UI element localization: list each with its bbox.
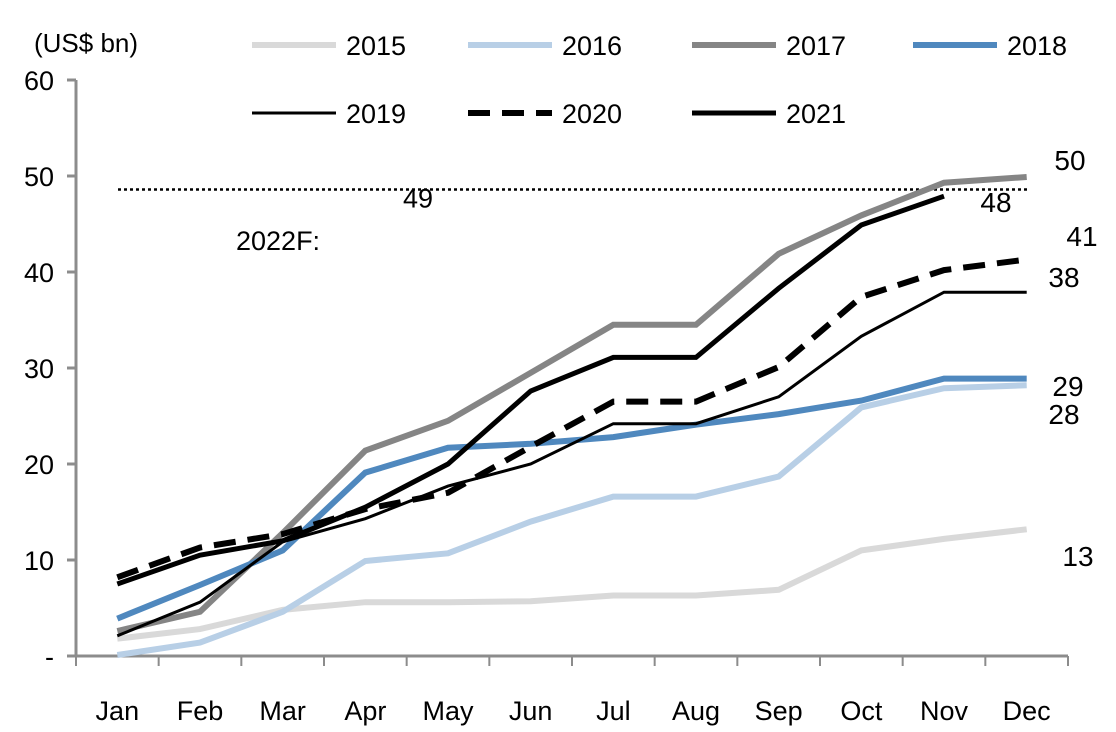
y-tick-label: 50 <box>24 162 54 192</box>
series-line-2019 <box>116 290 1027 638</box>
legend-item-2015: 2015 <box>252 31 406 61</box>
legend-label: 2015 <box>346 31 406 61</box>
series-line-2017 <box>116 174 1027 634</box>
y-unit-label: (US$ bn) <box>34 28 138 58</box>
end-label-2015: 13 <box>1062 541 1093 572</box>
x-tick-label-may: May <box>422 696 474 726</box>
end-label-2018: 29 <box>1052 371 1083 402</box>
legend-label: 2016 <box>562 31 622 61</box>
axes: - 10 20 30 40 50 60 Jan Feb Mar Apr May Jun Jul Aug Sep… <box>24 66 1069 726</box>
y-tick-label: 20 <box>24 450 54 480</box>
y-tick-label: 40 <box>24 258 54 288</box>
legend-label: 2020 <box>562 99 622 129</box>
reference-line-group: 49 2022F: <box>118 183 1030 256</box>
x-tick-label-apr: Apr <box>344 696 386 726</box>
y-tick-label: - <box>45 642 54 672</box>
x-tick-label-sep: Sep <box>755 696 803 726</box>
x-tick-label-nov: Nov <box>920 696 969 726</box>
legend-item-2018: 2018 <box>913 31 1067 61</box>
y-tick-label: 30 <box>24 354 54 384</box>
legend: 2015 2016 2017 2018 2019 2020 2021 <box>252 31 1067 129</box>
reference-line-value-label: 49 <box>403 183 433 213</box>
legend-item-2020: 2020 <box>468 99 622 129</box>
legend-item-2021: 2021 <box>692 99 846 129</box>
legend-item-2017: 2017 <box>692 31 846 61</box>
legend-item-2016: 2016 <box>468 31 622 61</box>
end-labels: 13 28 50 29 38 41 48 <box>980 145 1097 572</box>
legend-label: 2019 <box>346 99 406 129</box>
x-tick-label-jan: Jan <box>96 696 140 726</box>
series-line-2018 <box>116 375 1027 622</box>
series-line-2020 <box>116 256 1028 581</box>
end-label-2019: 38 <box>1048 262 1079 293</box>
end-label-2016: 28 <box>1048 399 1079 430</box>
x-tick-label-aug: Aug <box>672 696 720 726</box>
legend-item-2019: 2019 <box>252 99 406 129</box>
series-lines <box>116 174 1028 658</box>
end-label-2020: 41 <box>1066 221 1097 252</box>
series-line-2015 <box>116 526 1028 642</box>
x-tick-label-oct: Oct <box>840 696 883 726</box>
y-tick-label: 60 <box>24 66 54 96</box>
legend-label: 2021 <box>786 99 846 129</box>
x-tick-label-jun: Jun <box>509 696 553 726</box>
end-label-2021: 48 <box>980 187 1011 218</box>
x-tick-label-jul: Jul <box>596 696 631 726</box>
reference-line-label: 2022F: <box>236 226 320 256</box>
legend-label: 2017 <box>786 31 846 61</box>
end-label-2017: 50 <box>1054 145 1085 176</box>
legend-label: 2018 <box>1007 31 1067 61</box>
series-line-2016 <box>116 382 1027 658</box>
x-tick-label-dec: Dec <box>1003 696 1051 726</box>
x-tick-label-mar: Mar <box>259 696 306 726</box>
series-line-2021 <box>116 193 945 587</box>
y-tick-label: 10 <box>24 546 54 576</box>
x-tick-label-feb: Feb <box>177 696 224 726</box>
